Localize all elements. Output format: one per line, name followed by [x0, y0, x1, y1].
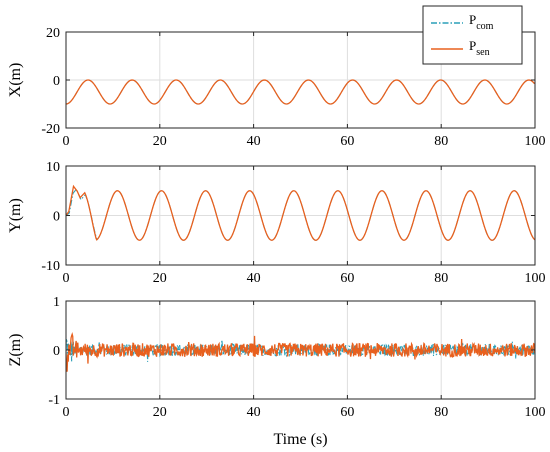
x-tick-label: 20	[153, 405, 167, 420]
y-tick-label: 0	[53, 344, 60, 359]
y-axis-label: Y(m)	[7, 198, 24, 233]
x-tick-label: 40	[247, 134, 261, 149]
x-tick-label: 40	[247, 405, 261, 420]
series-line-p-sen	[66, 331, 535, 372]
legend-box	[422, 5, 523, 65]
series-line-p-sen	[66, 184, 535, 241]
x-tick-label: 100	[525, 271, 546, 286]
x-tick-label: 20	[153, 271, 167, 286]
y-axis-label: X(m)	[7, 63, 24, 98]
y-tick-label: 1	[53, 295, 60, 310]
series-line-p-sen	[66, 79, 535, 105]
x-tick-label: 60	[340, 405, 354, 420]
x-axis-label: Time (s)	[273, 431, 327, 448]
x-tick-label: 60	[340, 134, 354, 149]
y-tick-label: -1	[48, 393, 60, 408]
y-tick-label: 0	[53, 210, 60, 225]
legend-label-com: Pcom	[469, 12, 494, 32]
y-tick-label: 0	[53, 74, 60, 89]
y-tick-label: 20	[46, 26, 60, 41]
x-tick-label: 60	[340, 271, 354, 286]
x-tick-label: 80	[434, 405, 448, 420]
legend-label-sen: Psen	[469, 38, 490, 58]
x-tick-label: 0	[63, 134, 70, 149]
y-tick-label: -10	[41, 259, 60, 274]
x-tick-label: 100	[525, 134, 546, 149]
x-tick-label: 80	[434, 134, 448, 149]
x-tick-label: 20	[153, 134, 167, 149]
legend: Pcom Psen	[422, 5, 523, 65]
x-tick-label: 80	[434, 271, 448, 286]
y-tick-label: 10	[46, 160, 60, 175]
x-tick-label: 0	[63, 405, 70, 420]
y-axis-label: Z(m)	[7, 334, 24, 367]
x-tick-label: 0	[63, 271, 70, 286]
x-tick-label: 100	[525, 405, 546, 420]
y-tick-label: -20	[41, 122, 60, 137]
x-tick-label: 40	[247, 271, 261, 286]
